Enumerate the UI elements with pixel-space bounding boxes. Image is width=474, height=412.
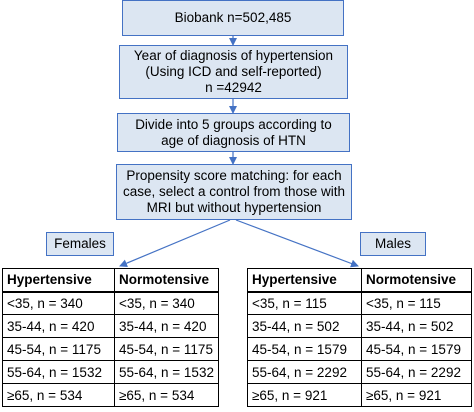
table-cell: 45-54, n = 1579 <box>361 337 472 361</box>
table-row: ≥65, n = 921 ≥65, n = 921 <box>247 383 472 407</box>
arrow-matching-to-females <box>119 219 231 267</box>
table-cell: 55-64, n = 2292 <box>361 360 472 384</box>
table-header-row: Hypertensive Normotensive <box>2 268 219 293</box>
matching-line-1: Propensity score matching: for each <box>126 168 342 183</box>
table-row: 45-54, n = 1579 45-54, n = 1579 <box>247 337 472 361</box>
table-cell: ≥65, n = 534 <box>114 383 219 407</box>
table-cell: 45-54, n = 1175 <box>2 337 115 361</box>
table-row: 55-64, n = 2292 55-64, n = 2292 <box>247 360 472 384</box>
diagnosis-line-1: Year of diagnosis of hypertension <box>133 48 334 63</box>
table-cell: 35-44, n = 420 <box>114 314 219 338</box>
table-cell: 55-64, n = 1532 <box>114 360 219 384</box>
table-row: <35, n = 115 <35, n = 115 <box>247 291 472 315</box>
column-header-normotensive: Normotensive <box>114 268 219 293</box>
diagnosis-line-3: n =42942 <box>205 80 262 95</box>
table-cell: ≥65, n = 921 <box>361 383 472 407</box>
table-row: 35-44, n = 420 35-44, n = 420 <box>2 314 219 338</box>
table-cell: <35, n = 115 <box>247 291 362 315</box>
males-table: Hypertensive Normotensive <35, n = 115 <… <box>247 268 472 407</box>
table-cell: ≥65, n = 921 <box>247 383 362 407</box>
matching-line-2: case, select a control from those with <box>122 184 346 199</box>
diagnosis-box: Year of diagnosis of hypertension (Using… <box>119 45 348 99</box>
table-cell: 45-54, n = 1175 <box>114 337 219 361</box>
females-label: Females <box>54 236 106 251</box>
column-header-hypertensive: Hypertensive <box>247 268 362 293</box>
table-cell: <35, n = 340 <box>114 291 219 315</box>
divide-line-1: Divide into 5 groups according to <box>135 116 332 132</box>
table-cell: 35-44, n = 502 <box>361 314 472 338</box>
table-cell: 55-64, n = 2292 <box>247 360 362 384</box>
table-cell: <35, n = 340 <box>2 291 115 315</box>
divide-line-2: age of diagnosis of HTN <box>161 132 306 148</box>
table-cell: <35, n = 115 <box>361 291 472 315</box>
divide-groups-box: Divide into 5 groups according to age of… <box>117 113 350 152</box>
biobank-box: Biobank n=502,485 <box>122 0 344 36</box>
females-label-box: Females <box>46 232 114 256</box>
table-cell: ≥65, n = 534 <box>2 383 115 407</box>
table-cell: 55-64, n = 1532 <box>2 360 115 384</box>
table-row: 55-64, n = 1532 55-64, n = 1532 <box>2 360 219 384</box>
arrow-matching-to-males <box>235 219 359 268</box>
males-label-box: Males <box>360 232 426 256</box>
matching-box: Propensity score matching: for each case… <box>116 164 352 220</box>
diagnosis-line-2: (Using ICD and self-reported) <box>145 64 322 79</box>
matching-line-3: MRI but without hypertension <box>146 200 322 215</box>
table-row: 35-44, n = 502 35-44, n = 502 <box>247 314 472 338</box>
table-cell: 35-44, n = 502 <box>247 314 362 338</box>
table-cell: 45-54, n = 1579 <box>247 337 362 361</box>
females-table: Hypertensive Normotensive <35, n = 340 <… <box>2 268 219 407</box>
column-header-normotensive: Normotensive <box>361 268 472 293</box>
table-cell: 35-44, n = 420 <box>2 314 115 338</box>
column-header-hypertensive: Hypertensive <box>2 268 115 293</box>
table-row: 45-54, n = 1175 45-54, n = 1175 <box>2 337 219 361</box>
table-row: <35, n = 340 <35, n = 340 <box>2 291 219 315</box>
males-label: Males <box>374 236 411 251</box>
biobank-text: Biobank n=502,485 <box>174 10 292 25</box>
table-header-row: Hypertensive Normotensive <box>247 268 472 293</box>
table-row: ≥65, n = 534 ≥65, n = 534 <box>2 383 219 407</box>
